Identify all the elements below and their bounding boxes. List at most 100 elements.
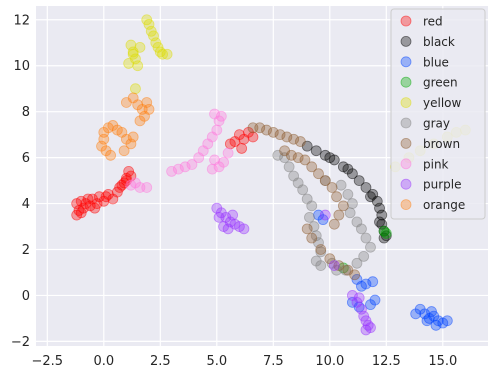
point-brown (295, 136, 306, 147)
point-orange (98, 133, 110, 145)
legend-marker (400, 199, 412, 211)
point-yellow (157, 48, 168, 60)
point-gray (344, 207, 356, 219)
y-tick-label: 2 (22, 243, 30, 258)
point-yellow (148, 30, 159, 42)
point-gray (283, 161, 295, 173)
legend-marker (400, 36, 412, 47)
point-gray (356, 223, 367, 235)
point-red (89, 202, 101, 214)
legend-marker (400, 137, 412, 149)
legend-marker (400, 158, 412, 170)
legend-label: orange (423, 198, 465, 212)
point-blue (441, 315, 453, 327)
point-pink (172, 163, 184, 175)
point-brown (285, 149, 297, 161)
point-black (360, 182, 372, 193)
legend-marker (400, 15, 412, 27)
y-tick-label: 12 (13, 13, 30, 28)
point-blue (410, 308, 422, 320)
point-yellow (130, 83, 141, 95)
point-pink (130, 177, 141, 189)
point-brown (333, 260, 345, 271)
point-brown (292, 152, 304, 164)
point-blue (356, 280, 367, 292)
point-brown (267, 126, 279, 138)
point-pink (218, 156, 229, 168)
x-tick-label: −2.5 (32, 354, 64, 369)
y-tick-label: 10 (13, 59, 30, 74)
point-brown (328, 218, 340, 230)
point-brown (301, 223, 313, 235)
point-gray (315, 246, 327, 258)
point-pink (179, 161, 191, 173)
point-brown (261, 124, 272, 136)
x-tick-label: 0.0 (93, 354, 114, 369)
point-orange (125, 138, 137, 150)
point-brown (281, 131, 293, 143)
point-yellow (127, 48, 139, 60)
point-pink (141, 182, 153, 193)
point-red (247, 131, 259, 143)
point-red (82, 193, 94, 205)
legend-label: red (423, 15, 443, 29)
point-gray (365, 241, 376, 253)
point-purple (227, 209, 239, 221)
y-axis-ticks: −2 0 2 4 6 8 10 12 (11, 13, 30, 350)
legend: red black blue green yellow gray brown pink purp… (390, 8, 486, 220)
x-tick-label: 7.5 (263, 354, 284, 369)
point-red (224, 138, 236, 150)
point-black (342, 163, 354, 175)
y-tick-label: 8 (22, 105, 30, 120)
point-pink (166, 166, 178, 177)
point-brown (288, 133, 300, 145)
x-tick-label: 5.0 (206, 354, 227, 369)
legend-marker (400, 178, 412, 190)
x-tick-label: 15.0 (428, 354, 457, 369)
legend-label: green (423, 76, 458, 90)
point-brown (306, 161, 318, 173)
point-purple (356, 303, 367, 315)
point-brown (331, 191, 342, 203)
y-tick-label: 6 (22, 151, 30, 166)
point-brown (349, 269, 361, 281)
legend-box (390, 8, 486, 220)
x-tick-label: 10.0 (315, 354, 344, 369)
point-red (238, 133, 250, 145)
x-tick-label: 2.5 (150, 354, 171, 369)
legend-label: yellow (423, 96, 461, 110)
legend-label: black (423, 35, 455, 49)
legend-label: purple (423, 178, 462, 192)
point-brown (333, 209, 345, 221)
point-blue (369, 294, 381, 306)
legend-label: brown (423, 137, 460, 151)
legend-marker (400, 117, 412, 129)
point-gray (306, 200, 318, 212)
point-purple (238, 223, 250, 235)
point-brown (299, 154, 311, 166)
point-brown (326, 182, 338, 193)
point-gray (304, 211, 315, 223)
point-yellow (134, 41, 146, 53)
point-gray (358, 251, 370, 262)
point-blue (367, 276, 379, 288)
point-black (365, 191, 376, 203)
point-blue (430, 319, 442, 331)
point-yellow (161, 48, 173, 60)
point-brown (306, 232, 318, 244)
x-axis-ticks: −2.5 0.0 2.5 5.0 7.5 10.0 12.5 15.0 (32, 354, 458, 369)
point-orange (134, 115, 146, 127)
point-black (310, 145, 322, 157)
legend-label: blue (423, 55, 449, 69)
point-pink (209, 108, 220, 120)
point-purple (353, 292, 365, 304)
point-purple (328, 260, 340, 271)
point-black (376, 209, 388, 221)
point-purple (213, 211, 225, 223)
point-brown (254, 122, 266, 134)
point-gray (342, 188, 354, 200)
x-tick-label: 12.5 (372, 354, 401, 369)
point-yellow (123, 58, 135, 69)
point-blue (426, 306, 437, 317)
point-gray (297, 184, 309, 196)
